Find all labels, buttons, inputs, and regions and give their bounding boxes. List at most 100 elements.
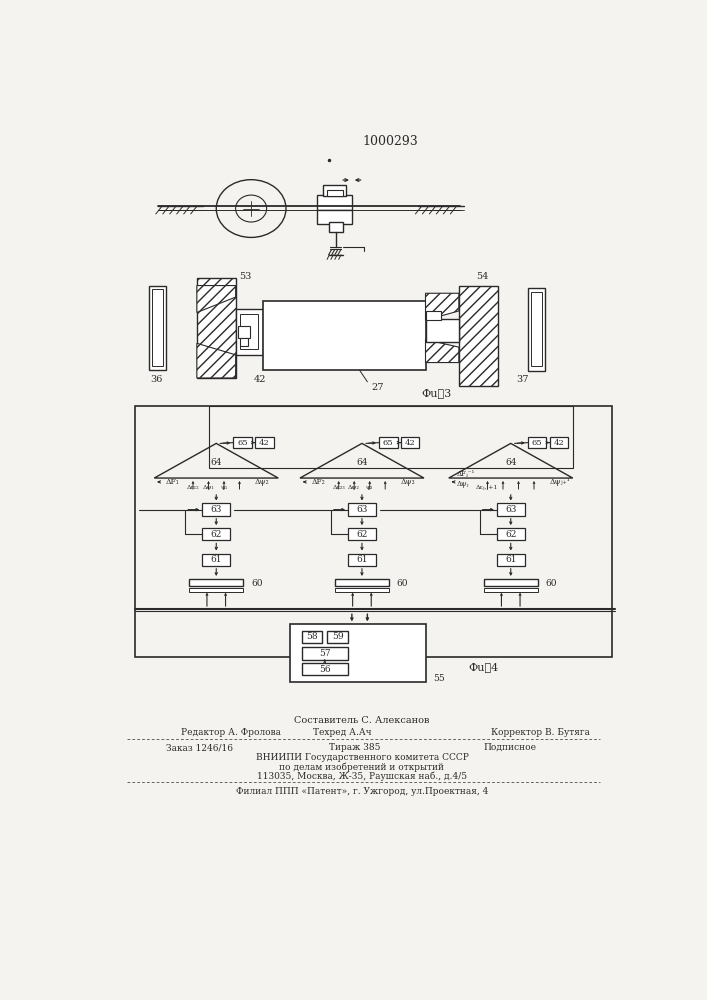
- Bar: [335, 579, 389, 586]
- Bar: [301, 647, 348, 660]
- Bar: [135, 406, 612, 657]
- Bar: [348, 554, 376, 566]
- Text: 65: 65: [383, 439, 394, 447]
- Text: 54: 54: [476, 272, 489, 281]
- Text: по делам изобретений и открытий: по делам изобретений и открытий: [279, 762, 445, 772]
- Text: Δε₂₃: Δε₂₃: [332, 485, 345, 490]
- Bar: [235, 309, 263, 355]
- Text: Δψⱼ: Δψⱼ: [457, 480, 469, 488]
- Bar: [528, 437, 547, 448]
- Text: 59: 59: [332, 632, 344, 641]
- Text: Фu⍒4: Фu⍒4: [468, 662, 498, 672]
- Polygon shape: [197, 286, 235, 312]
- Text: ВНИИПИ Государственного комитета СССР: ВНИИПИ Государственного комитета СССР: [255, 753, 469, 762]
- Bar: [238, 326, 250, 338]
- Bar: [189, 588, 243, 592]
- Bar: [348, 503, 376, 516]
- Bar: [301, 663, 348, 675]
- Bar: [459, 286, 498, 386]
- Text: 60: 60: [251, 579, 262, 588]
- Text: ΔF₂: ΔF₂: [312, 478, 325, 486]
- Bar: [348, 528, 376, 540]
- Bar: [202, 554, 230, 566]
- Bar: [209, 406, 573, 468]
- Bar: [301, 631, 322, 643]
- Text: 37: 37: [516, 375, 529, 384]
- Text: 61: 61: [211, 555, 222, 564]
- Bar: [233, 437, 252, 448]
- Text: 64: 64: [505, 458, 517, 467]
- Bar: [327, 631, 348, 643]
- Bar: [497, 554, 525, 566]
- Text: Δε₁₂: Δε₁₂: [187, 485, 199, 490]
- Text: 42: 42: [404, 439, 416, 447]
- Bar: [426, 311, 441, 320]
- Text: 58: 58: [307, 632, 318, 641]
- Text: 42: 42: [259, 439, 269, 447]
- Bar: [202, 503, 230, 516]
- Polygon shape: [426, 339, 459, 363]
- Bar: [317, 195, 352, 210]
- Bar: [240, 338, 248, 346]
- Text: Δψⱼ₊¹: Δψⱼ₊¹: [549, 478, 571, 486]
- Text: 113035, Москва, Ж-35, Раушская наб., д.4/5: 113035, Москва, Ж-35, Раушская наб., д.4…: [257, 771, 467, 781]
- Text: 42: 42: [255, 375, 267, 384]
- Text: Δψ₂: Δψ₂: [349, 485, 360, 490]
- Text: Фu⍒3: Фu⍒3: [421, 388, 452, 398]
- Polygon shape: [197, 343, 235, 378]
- Text: 60: 60: [546, 579, 557, 588]
- Text: Δψ₁: Δψ₁: [203, 485, 214, 490]
- Text: Δψ₂: Δψ₂: [255, 478, 269, 486]
- Bar: [329, 222, 343, 232]
- Text: Техред А.Ач: Техред А.Ач: [313, 728, 372, 737]
- Text: 64: 64: [356, 458, 368, 467]
- Bar: [426, 319, 459, 342]
- Bar: [240, 314, 258, 349]
- Bar: [202, 528, 230, 540]
- Bar: [290, 624, 426, 682]
- Text: ψ₂: ψ₂: [366, 485, 373, 490]
- Text: 62: 62: [505, 530, 516, 539]
- Text: Редактор А. Фролова: Редактор А. Фролова: [182, 728, 281, 737]
- Text: 53: 53: [240, 272, 252, 281]
- Text: 42: 42: [554, 439, 564, 447]
- Bar: [327, 190, 343, 196]
- Text: ΔFⱼ⁻¹: ΔFⱼ⁻¹: [457, 470, 475, 478]
- Bar: [484, 588, 538, 592]
- Text: ΔF₁: ΔF₁: [166, 478, 180, 486]
- Text: 27: 27: [371, 383, 384, 392]
- Bar: [152, 289, 163, 366]
- Text: 56: 56: [319, 665, 331, 674]
- Text: Δψ₃: Δψ₃: [401, 478, 415, 486]
- Text: 60: 60: [397, 579, 409, 588]
- Bar: [531, 292, 542, 366]
- Text: 57: 57: [319, 649, 331, 658]
- Bar: [549, 437, 568, 448]
- Text: 55: 55: [433, 674, 445, 683]
- Text: Подписное: Подписное: [484, 743, 537, 752]
- Bar: [323, 185, 346, 196]
- Text: 36: 36: [151, 375, 163, 384]
- Bar: [149, 286, 166, 370]
- Text: 61: 61: [505, 555, 517, 564]
- Text: 65: 65: [532, 439, 542, 447]
- Bar: [401, 437, 419, 448]
- Bar: [197, 278, 235, 378]
- Text: Тираж 385: Тираж 385: [329, 743, 380, 752]
- Text: 63: 63: [356, 505, 368, 514]
- Text: Корректор В. Бутяга: Корректор В. Бутяга: [491, 728, 590, 737]
- Text: 63: 63: [211, 505, 222, 514]
- Text: 63: 63: [505, 505, 516, 514]
- Text: Δεⱼ,ⱼ+1: Δεⱼ,ⱼ+1: [477, 485, 498, 490]
- Bar: [497, 528, 525, 540]
- Bar: [255, 437, 274, 448]
- Bar: [263, 301, 426, 370]
- Bar: [528, 288, 545, 371]
- Text: 62: 62: [356, 530, 368, 539]
- Text: ψ₁: ψ₁: [221, 485, 228, 490]
- Bar: [497, 503, 525, 516]
- Bar: [484, 579, 538, 586]
- Bar: [379, 437, 397, 448]
- Text: Филиал ППП «Патент», г. Ужгород, ул.Проектная, 4: Филиал ППП «Патент», г. Ужгород, ул.Прое…: [235, 787, 488, 796]
- Bar: [189, 579, 243, 586]
